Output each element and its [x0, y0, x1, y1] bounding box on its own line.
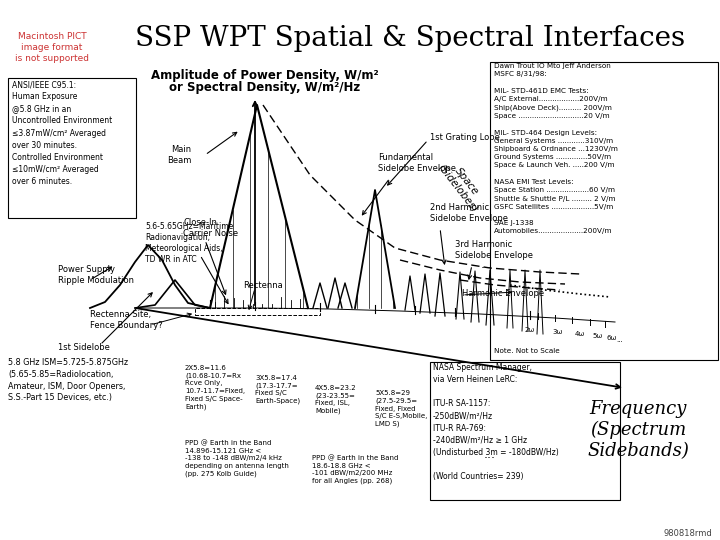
Text: Rectenna: Rectenna: [243, 280, 283, 289]
Text: 1st Sidelobe: 1st Sidelobe: [58, 343, 110, 353]
Text: PPD @ Earth in the Band
14.896-15.121 GHz <
-138 to -148 dBW/m2/4 kHz
depending : PPD @ Earth in the Band 14.896-15.121 GH…: [185, 440, 289, 477]
Text: 4ω: 4ω: [575, 331, 585, 337]
Text: 2ω: 2ω: [525, 327, 535, 333]
Bar: [195, 308, 320, 315]
Text: 3ω: 3ω: [553, 329, 563, 335]
Text: 3X5.8=17.4
(17.3-17.7=
Fixed S/C
Earth-Space): 3X5.8=17.4 (17.3-17.7= Fixed S/C Earth-S…: [255, 375, 300, 404]
Text: Power Supply
Ripple Modulation: Power Supply Ripple Modulation: [58, 265, 134, 285]
Text: 980818rmd: 980818rmd: [663, 529, 712, 537]
Bar: [430, 362, 620, 500]
Text: or Spectral Density, W/m²/Hz: or Spectral Density, W/m²/Hz: [169, 82, 361, 94]
Text: 2X5.8=11.6
(10.68-10.7=Rx
Rcve Only,
10.7-11.7=Fixed,
Fixed S/C Space-
Earth): 2X5.8=11.6 (10.68-10.7=Rx Rcve Only, 10.…: [185, 365, 245, 409]
Text: NASA Spectrum Manager,
via Vern Heinen LeRC:

ITU-R SA-1157:
-250dBW/m²/Hz
ITU-R: NASA Spectrum Manager, via Vern Heinen L…: [433, 363, 559, 481]
Text: Frequency
(Spectrum
Sidebands): Frequency (Spectrum Sidebands): [587, 400, 689, 460]
Text: ANSI/IEEE C95.1:
Human Exposure
@5.8 GHz in an
Uncontrolled Environment
≤3.87mW/: ANSI/IEEE C95.1: Human Exposure @5.8 GHz…: [12, 80, 112, 186]
Text: 4X5.8=23.2
(23-23.55=
Fixed, ISL,
Mobile): 4X5.8=23.2 (23-23.55= Fixed, ISL, Mobile…: [315, 385, 356, 415]
Text: Rectenna Site,
Fence Boundary?: Rectenna Site, Fence Boundary?: [90, 310, 163, 330]
Text: 3rd Harmonic
Sidelobe Envelope: 3rd Harmonic Sidelobe Envelope: [455, 240, 533, 260]
Text: Dawn Trout IO Mto Jeff Anderson
MSFC 8/31/98:

MIL- STD-461D EMC Tests:
A/C Exte: Dawn Trout IO Mto Jeff Anderson MSFC 8/3…: [494, 63, 618, 234]
Text: Amplitude of Power Density, W/m²: Amplitude of Power Density, W/m²: [151, 69, 379, 82]
Text: ...: ...: [616, 337, 624, 343]
Text: 5ω: 5ω: [593, 333, 603, 339]
Text: SSP WPT Spatial & Spectral Interfaces: SSP WPT Spatial & Spectral Interfaces: [135, 24, 685, 51]
Text: 5X5.8=29
(27.5-29.5=
Fixed, Fixed
S/C E-S,Mobile,
LMD S): 5X5.8=29 (27.5-29.5= Fixed, Fixed S/C E-…: [375, 390, 428, 427]
Text: 2nd Harmonic
Sidelobe Envelope: 2nd Harmonic Sidelobe Envelope: [430, 203, 508, 222]
Text: Harmonic Envelope: Harmonic Envelope: [462, 288, 544, 298]
Text: 6ω: 6ω: [607, 335, 617, 341]
Bar: [490, 62, 718, 360]
Text: ...: ...: [481, 259, 493, 272]
Text: 5.6-5.65GHz=Maritime
Radionavigation,
Meteorological Aids,
TD WR in ATC: 5.6-5.65GHz=Maritime Radionavigation, Me…: [145, 222, 233, 264]
Text: PPD @ Earth in the Band
18.6-18.8 GHz <
-101 dBW/m2/200 MHz
for all Angles (pp. : PPD @ Earth in the Band 18.6-18.8 GHz < …: [312, 455, 398, 484]
Text: Main
Beam: Main Beam: [166, 145, 191, 165]
Text: 1st Grating Lobe: 1st Grating Lobe: [430, 133, 500, 143]
Text: Close-In
Carrier Noise: Close-In Carrier Noise: [183, 218, 238, 238]
Text: Space
(Sidelobes): Space (Sidelobes): [436, 156, 488, 214]
Bar: [8, 78, 136, 218]
Text: 5.8 GHz ISM=5.725-5.875GHz
(5.65-5.85=Radiolocation,
Amateur, ISM, Door Openers,: 5.8 GHz ISM=5.725-5.875GHz (5.65-5.85=Ra…: [8, 358, 128, 402]
Text: Note. Not to Scale: Note. Not to Scale: [494, 348, 559, 354]
Text: ...: ...: [484, 449, 496, 462]
Text: Fundamental
Sidelobe Envelope: Fundamental Sidelobe Envelope: [378, 153, 456, 173]
Text: Macintosh PICT
image format
is not supported: Macintosh PICT image format is not suppo…: [15, 32, 89, 63]
